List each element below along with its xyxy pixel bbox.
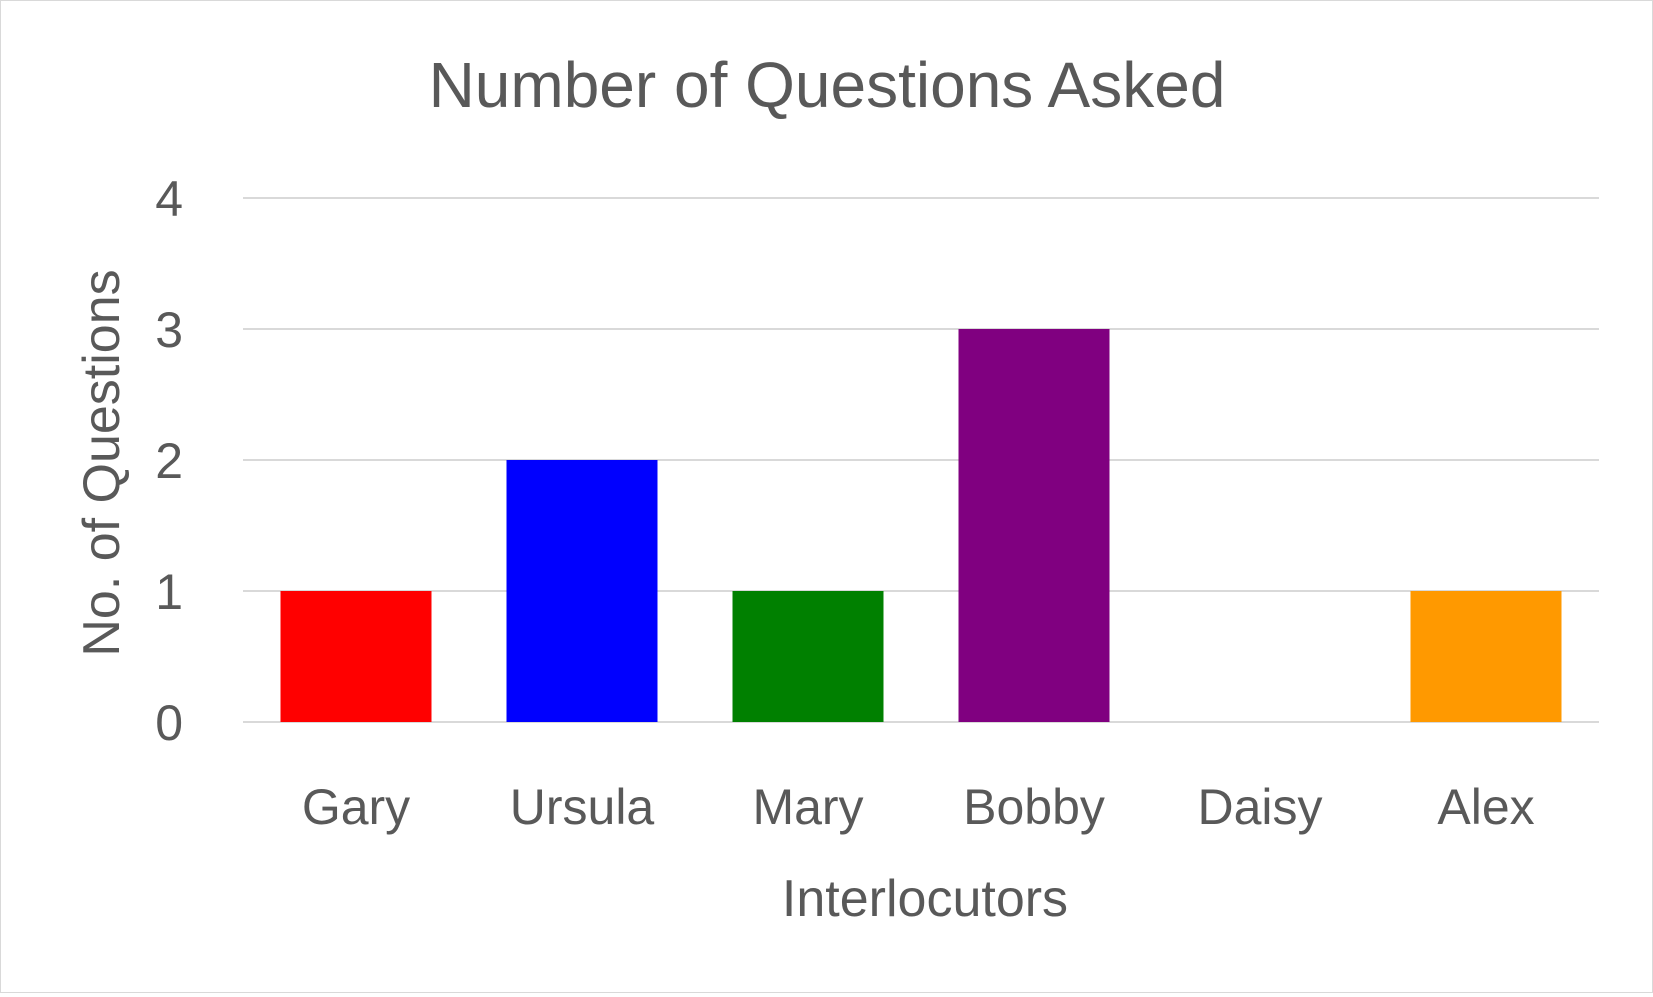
bar-gary bbox=[280, 591, 432, 722]
x-tick-label: Ursula bbox=[510, 779, 655, 835]
x-tick-label: Daisy bbox=[1197, 779, 1322, 835]
x-tick-label: Gary bbox=[302, 779, 410, 835]
y-tick-labels: 0 1 2 3 4 bbox=[155, 171, 183, 751]
x-tick-labels: Gary Ursula Mary Bobby Daisy Alex bbox=[302, 779, 1535, 835]
x-axis-label: Interlocutors bbox=[782, 870, 1068, 928]
y-tick-label: 0 bbox=[155, 695, 183, 751]
x-tick-label: Bobby bbox=[963, 779, 1105, 835]
bar-ursula bbox=[506, 460, 658, 722]
y-tick-label: 4 bbox=[155, 171, 183, 227]
y-tick-label: 3 bbox=[155, 302, 183, 358]
bars bbox=[280, 329, 1562, 722]
x-tick-label: Alex bbox=[1437, 779, 1534, 835]
y-axis-label: No. of Questions bbox=[73, 269, 131, 656]
bar-alex bbox=[1410, 591, 1562, 722]
bar-bobby bbox=[958, 329, 1110, 722]
x-tick-label: Mary bbox=[752, 779, 863, 835]
gridlines bbox=[243, 197, 1599, 723]
chart-title: Number of Questions Asked bbox=[429, 49, 1226, 121]
bar-mary bbox=[732, 591, 884, 722]
y-tick-label: 1 bbox=[155, 564, 183, 620]
y-tick-label: 2 bbox=[155, 433, 183, 489]
